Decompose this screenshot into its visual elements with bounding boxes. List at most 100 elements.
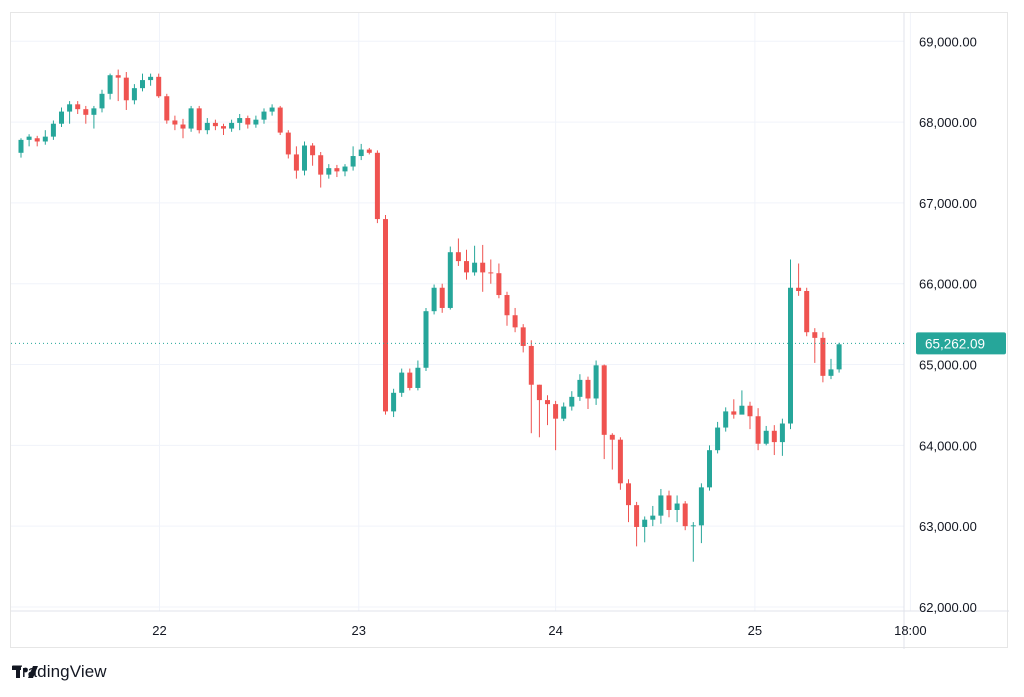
candle-body[interactable] <box>512 315 518 328</box>
candle-body[interactable] <box>212 122 218 127</box>
candlestick-chart[interactable]: 69,000.00 68,000.00 67,000.00 66,000.00 65,0… <box>11 13 1009 649</box>
candle-body[interactable] <box>609 434 615 440</box>
candle-body[interactable] <box>836 344 842 370</box>
candle-body[interactable] <box>771 430 777 443</box>
candle-body[interactable] <box>472 262 478 273</box>
candle-body[interactable] <box>172 120 178 125</box>
candle-body[interactable] <box>391 392 397 412</box>
candle-body[interactable] <box>350 156 356 167</box>
candle-body[interactable] <box>423 311 429 368</box>
candle-body[interactable] <box>504 295 510 316</box>
candle-body[interactable] <box>221 126 226 129</box>
candle-body[interactable] <box>50 123 56 137</box>
candle-body[interactable] <box>739 405 745 415</box>
candle-body[interactable] <box>407 372 413 388</box>
candle-body[interactable] <box>310 145 316 156</box>
candle-body[interactable] <box>520 327 526 346</box>
candle-body[interactable] <box>723 411 729 428</box>
candle-body[interactable] <box>642 519 648 527</box>
candle-body[interactable] <box>269 107 275 112</box>
candle-body[interactable] <box>674 503 680 510</box>
candle-body[interactable] <box>164 96 170 121</box>
candle-body[interactable] <box>464 261 469 273</box>
candle-body[interactable] <box>140 80 145 89</box>
candle-body[interactable] <box>204 122 210 131</box>
candle-body[interactable] <box>245 118 251 125</box>
candle-body[interactable] <box>366 149 372 153</box>
candle-body[interactable] <box>399 372 405 393</box>
candle-body[interactable] <box>812 332 818 338</box>
candle-body[interactable] <box>804 290 810 333</box>
candle-body[interactable] <box>34 138 40 142</box>
candle-body[interactable] <box>496 273 502 296</box>
candle-body[interactable] <box>545 400 550 405</box>
candle-body[interactable] <box>569 396 575 407</box>
candle-body[interactable] <box>731 411 737 415</box>
candle-body[interactable] <box>123 77 129 101</box>
candle-body[interactable] <box>480 262 486 273</box>
candle-body[interactable] <box>115 75 121 78</box>
candle-body[interactable] <box>374 152 380 220</box>
candle-body[interactable] <box>666 495 672 510</box>
candle-body[interactable] <box>617 439 623 484</box>
candle-body[interactable] <box>293 154 299 171</box>
candle-body[interactable] <box>455 252 461 262</box>
candle-body[interactable] <box>820 337 826 376</box>
candle-body[interactable] <box>431 287 437 312</box>
candle-body[interactable] <box>763 430 769 444</box>
candle-body[interactable] <box>755 416 761 444</box>
candle-body[interactable] <box>148 76 154 81</box>
candle-body[interactable] <box>26 136 32 140</box>
candle-body[interactable] <box>99 93 105 109</box>
candle-body[interactable] <box>285 132 291 155</box>
candle-body[interactable] <box>326 168 332 175</box>
candle-body[interactable] <box>180 124 186 129</box>
candle-body[interactable] <box>601 365 607 435</box>
candle-body[interactable] <box>318 155 324 175</box>
candle-body[interactable] <box>229 122 235 129</box>
candle-body[interactable] <box>747 405 753 417</box>
candle-body[interactable] <box>342 166 348 172</box>
candle-body[interactable] <box>18 139 24 153</box>
candle-body[interactable] <box>196 108 202 131</box>
candle-body[interactable] <box>528 345 534 385</box>
candle-body[interactable] <box>59 111 64 124</box>
candle-body[interactable] <box>690 525 696 527</box>
tradingview-brand[interactable]: TradingView <box>12 662 107 682</box>
candle-body[interactable] <box>42 136 48 142</box>
candle-body[interactable] <box>415 367 421 388</box>
candle-body[interactable] <box>358 149 364 157</box>
candle-body[interactable] <box>634 505 640 527</box>
candle-body[interactable] <box>658 495 664 516</box>
candle-body[interactable] <box>334 168 340 172</box>
candle-body[interactable] <box>536 384 542 401</box>
candle-body[interactable] <box>156 76 162 97</box>
candle-body[interactable] <box>439 287 445 308</box>
candle-body[interactable] <box>447 252 453 308</box>
candle-body[interactable] <box>577 379 583 397</box>
candle-body[interactable] <box>585 379 591 399</box>
candle-body[interactable] <box>67 104 73 112</box>
candle-body[interactable] <box>237 118 243 123</box>
candle-body[interactable] <box>779 423 785 443</box>
candle-body[interactable] <box>561 406 567 419</box>
candle-body[interactable] <box>131 88 137 101</box>
candle-body[interactable] <box>91 108 97 115</box>
candle-body[interactable] <box>75 104 81 110</box>
candle-body[interactable] <box>650 515 656 520</box>
candle-body[interactable] <box>698 487 704 526</box>
candle-body[interactable] <box>488 272 494 274</box>
candle-body[interactable] <box>788 287 793 424</box>
candle-body[interactable] <box>715 427 721 451</box>
candle-body[interactable] <box>83 109 89 115</box>
candle-body[interactable] <box>107 75 113 94</box>
candle-body[interactable] <box>253 119 259 125</box>
candle-body[interactable] <box>302 145 307 171</box>
candle-body[interactable] <box>277 107 283 133</box>
candle-body[interactable] <box>593 365 599 399</box>
candle-body[interactable] <box>553 404 559 419</box>
candle-body[interactable] <box>707 450 712 488</box>
candle-body[interactable] <box>383 219 388 412</box>
candle-body[interactable] <box>796 287 802 291</box>
candle-body[interactable] <box>626 483 631 506</box>
